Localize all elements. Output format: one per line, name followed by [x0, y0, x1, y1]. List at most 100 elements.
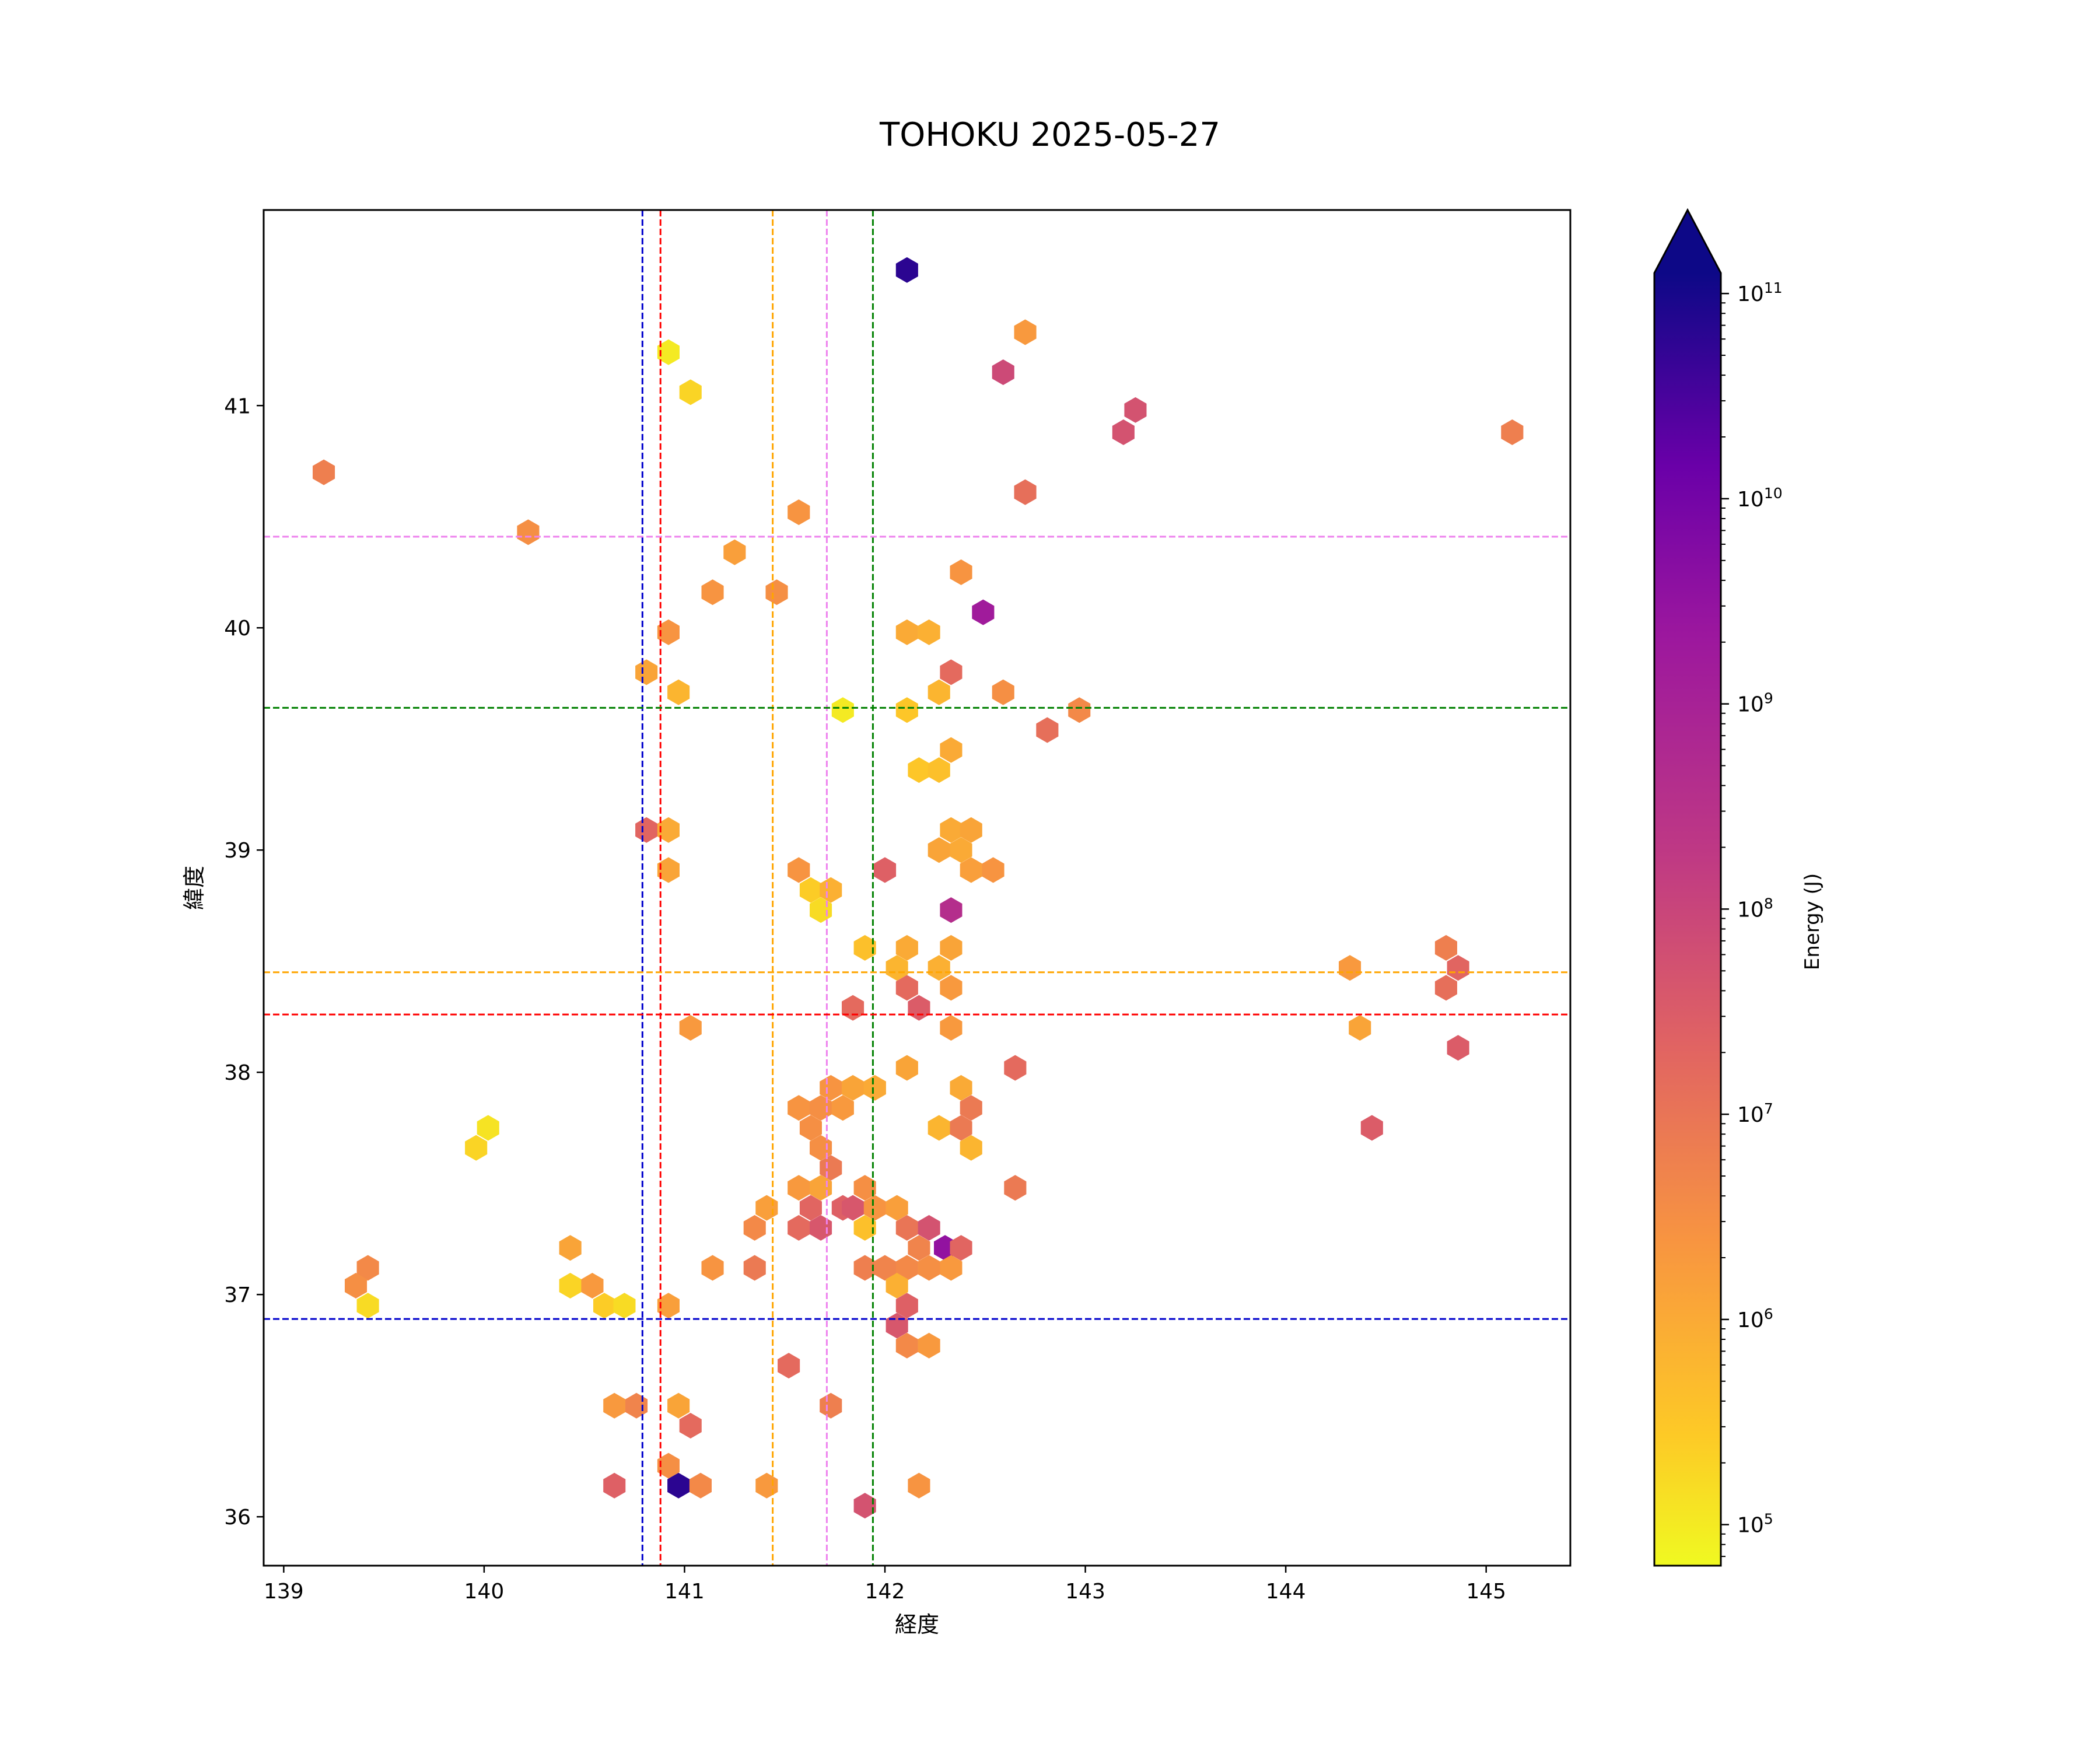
hexbin-cell [1014, 319, 1037, 345]
colorbar-tick-exponent: 7 [1764, 1100, 1773, 1117]
hexbin-cell [831, 1095, 854, 1121]
hexbin-cell [1036, 717, 1059, 743]
hexbin-cell [895, 1214, 918, 1241]
colorbar-body [1654, 273, 1721, 1566]
hexbin-cell [1068, 697, 1091, 723]
hexbin-cell [657, 857, 680, 883]
hexbin-cell [918, 1255, 940, 1281]
hexbin-cell [950, 1235, 972, 1261]
hexbin-cell [820, 1155, 842, 1181]
hexbin-cell [908, 1472, 930, 1499]
hexbin-cell [940, 935, 963, 961]
hexbin-cell [1004, 1175, 1027, 1201]
hexbin-cell [940, 817, 963, 843]
hexbin-cell [765, 579, 788, 606]
hexbin-cell [799, 1115, 822, 1141]
colorbar-tick-label: 105 [1737, 1511, 1773, 1538]
hexbin-cell [820, 877, 842, 903]
hexbin-cell [950, 1115, 972, 1141]
x-tick-label: 140 [464, 1580, 505, 1604]
hexbin-cell [1124, 397, 1147, 423]
hexbin-cell [657, 1293, 680, 1319]
hexbin-cell [853, 1493, 876, 1519]
hexbin-cell [1360, 1115, 1383, 1141]
x-axis-ticks: 139 140 141 142 143 144 145 [264, 1566, 1506, 1604]
hexbin-cell [667, 1472, 690, 1499]
hexbin-cell [960, 1135, 982, 1161]
hexbin-cell [908, 757, 930, 783]
hexbin-cell [853, 1214, 876, 1241]
y-axis-ticks: 36 37 38 39 40 41 [224, 394, 264, 1530]
hexbin-cell [874, 857, 897, 883]
hexbin-cell [940, 659, 963, 685]
colorbar-extend-max-arrow [1654, 210, 1721, 273]
y-tick-label: 36 [224, 1506, 251, 1530]
hexbin-cell [679, 1413, 702, 1438]
hexbin-cell [853, 935, 876, 961]
y-tick-label: 38 [224, 1061, 251, 1085]
hexbin-cell [701, 1255, 724, 1281]
colorbar-tick-exponent: 10 [1764, 485, 1783, 502]
hexbin-cell [918, 1332, 940, 1359]
hexbin-cell [992, 679, 1014, 705]
hexbin-cell [820, 1074, 842, 1101]
hexbin-cell [940, 897, 963, 923]
hexbin-cell [788, 1095, 810, 1121]
x-tick-label: 145 [1466, 1580, 1506, 1604]
hexbin-cell [743, 1255, 766, 1281]
hexbin-cell [960, 1095, 982, 1121]
hexbin-cell [982, 857, 1005, 883]
hexbin-cell [788, 857, 810, 883]
hexbin-cell [657, 339, 680, 365]
hexbin-cell [613, 1293, 636, 1319]
hexbin-cell [799, 1195, 822, 1221]
hexbin-cell [895, 1055, 918, 1081]
hexbin-cell [895, 697, 918, 723]
hexbin-cell [1339, 955, 1362, 981]
reference-lines [264, 210, 1570, 1566]
colorbar-tick-exponent: 8 [1764, 895, 1773, 912]
colorbar-tick-label: 109 [1737, 690, 1773, 717]
hexbin-cell [928, 679, 950, 705]
hexbin-cell [356, 1293, 379, 1319]
hexbin-cell [886, 955, 908, 981]
hexbin-cell [895, 257, 918, 283]
hexbin-cell [689, 1472, 712, 1499]
hexbin-cell [1349, 1015, 1371, 1041]
colorbar-tick-label: 107 [1737, 1100, 1773, 1127]
chart-title: TOHOKU 2025-05-27 [879, 116, 1220, 154]
hexbin-cell [657, 619, 680, 645]
hexbin-cell [603, 1392, 626, 1419]
hexbin-cell [1004, 1055, 1027, 1081]
hexbin-cell [517, 519, 540, 545]
colorbar-tick-label: 108 [1737, 895, 1773, 922]
hexbin-cell [895, 619, 918, 645]
hexbin-cell [940, 975, 963, 1001]
hexbin-cell [477, 1115, 499, 1141]
x-tick-label: 143 [1065, 1580, 1105, 1604]
hexbin-cell [465, 1135, 488, 1161]
hexbin-cell [635, 817, 658, 843]
y-tick-label: 40 [224, 617, 251, 640]
hexbin-cell [886, 1195, 908, 1221]
colorbar-tick-exponent: 9 [1764, 690, 1773, 707]
hexbin-cell [635, 659, 658, 685]
hexbin-cell [667, 1392, 690, 1419]
hexbin-cell [723, 539, 746, 565]
hexbin-cell [886, 1273, 908, 1298]
hexbin-cell [831, 697, 854, 723]
x-tick-label: 139 [264, 1580, 304, 1604]
y-tick-label: 41 [224, 394, 251, 418]
hexbin-cell [895, 1255, 918, 1281]
hexbin-cell [863, 1074, 886, 1101]
hexbin-cell [356, 1255, 379, 1281]
plot-frame [262, 209, 1572, 1567]
hexbin-cell [950, 1074, 972, 1101]
hexbin-cell [874, 1255, 897, 1281]
hexbin-cell [603, 1472, 626, 1499]
hexbin-cell [853, 1255, 876, 1281]
hexbin-cell [928, 837, 950, 863]
